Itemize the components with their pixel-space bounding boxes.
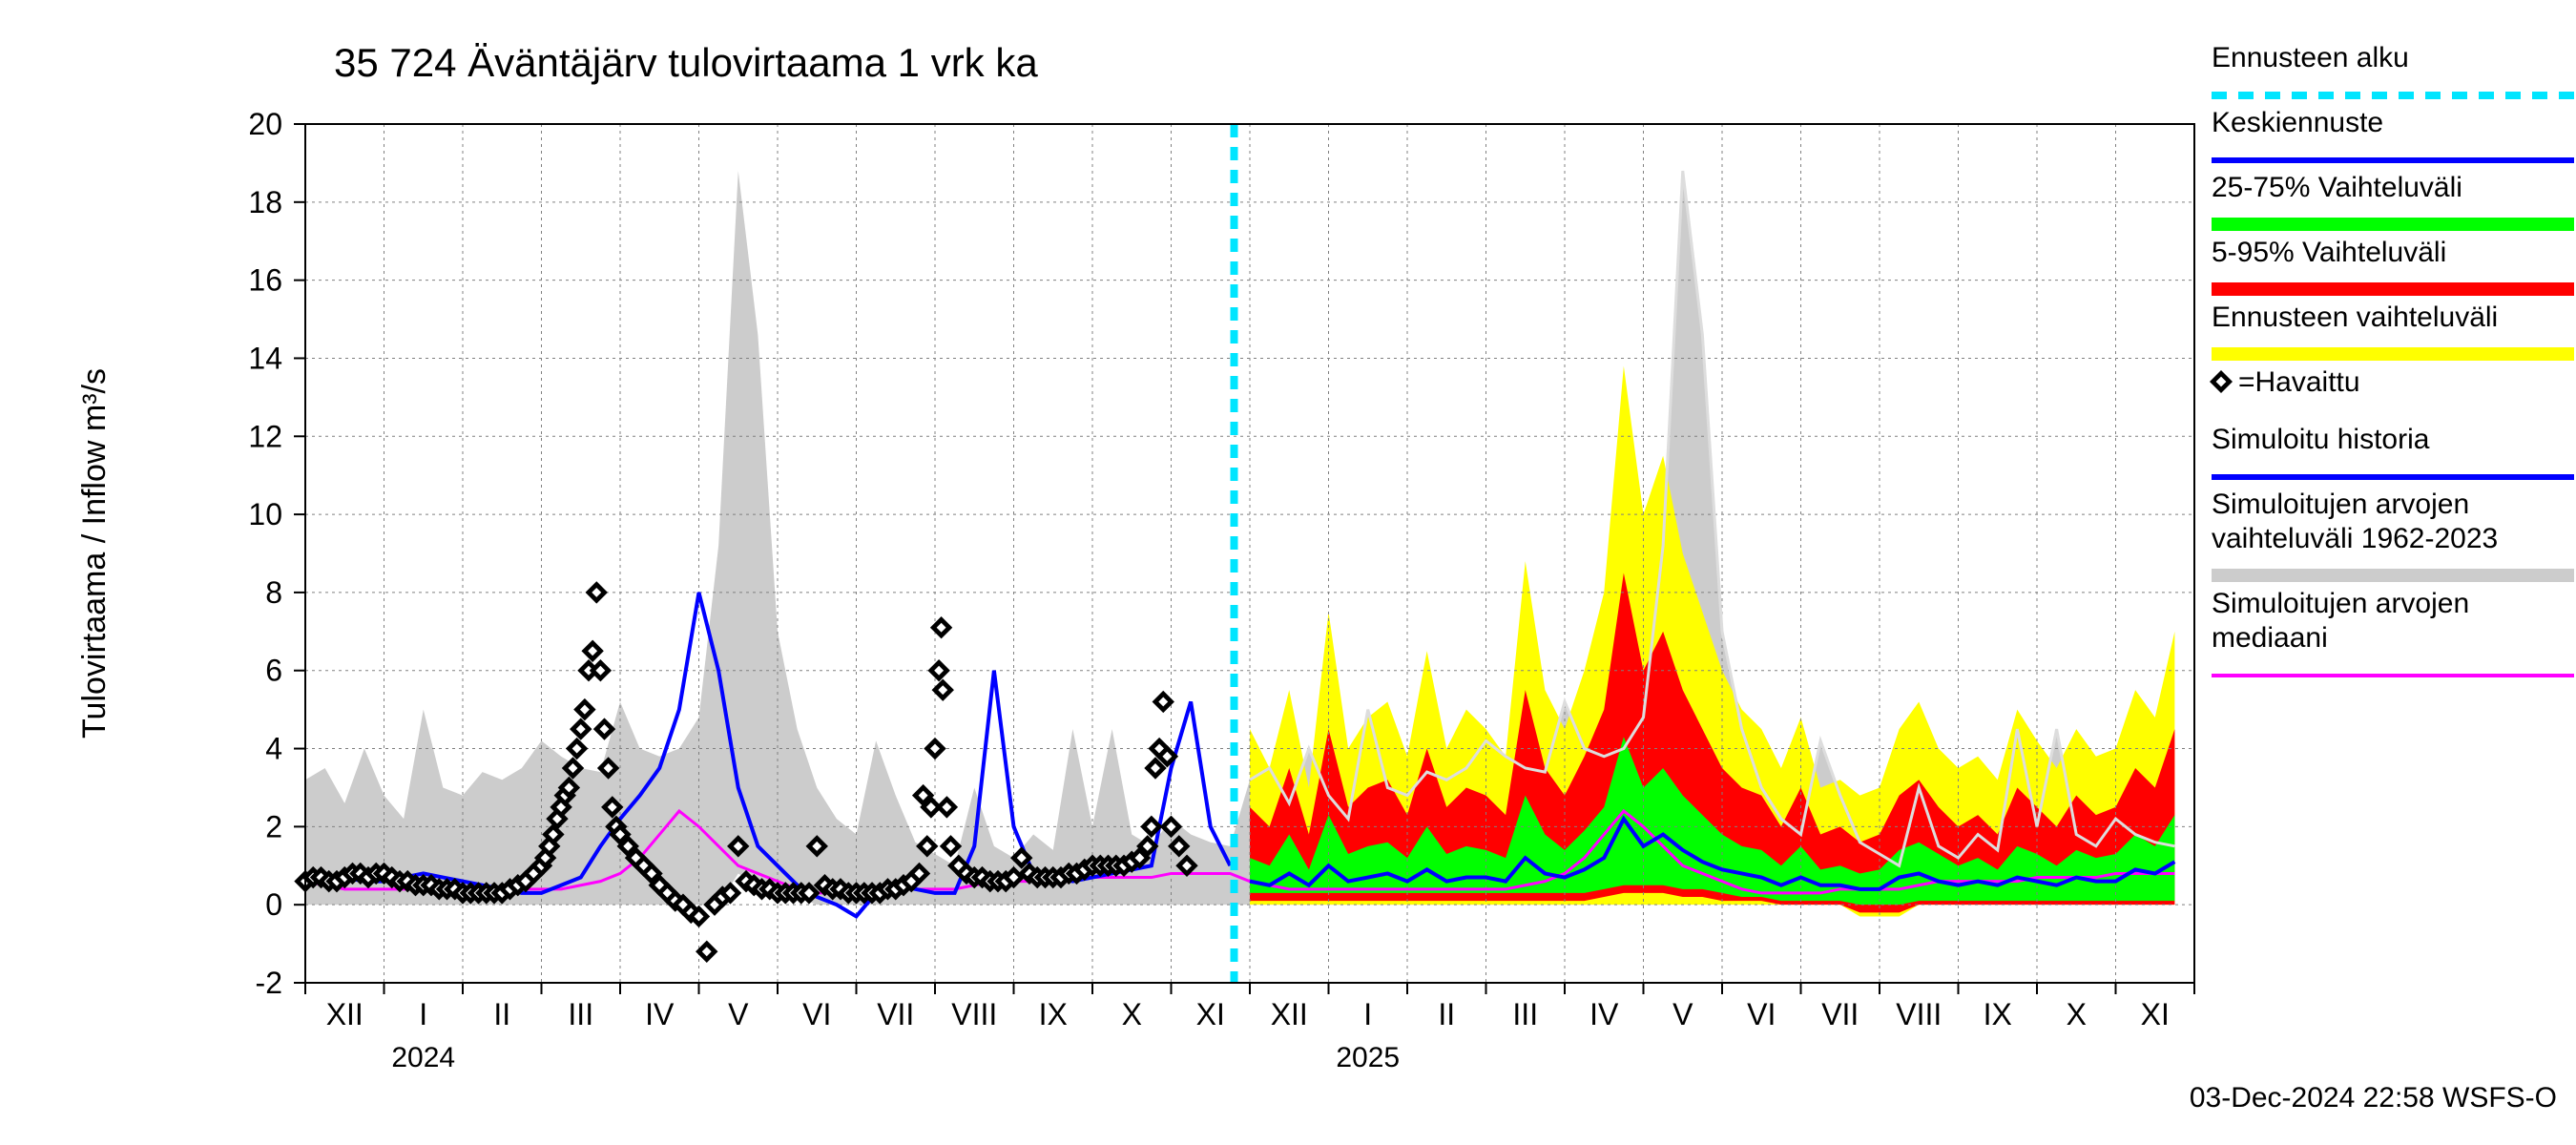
legend-label: vaihteluväli 1962-2023 [2212,523,2498,554]
y-tick-label: 20 [248,107,282,141]
legend-label: Simuloitujen arvojen [2212,588,2469,619]
x-month-label: II [1438,997,1455,1031]
legend-swatch [2212,218,2574,231]
legend-label: 25-75% Vaihteluväli [2212,172,2462,203]
x-month-label: III [568,997,593,1031]
x-month-label: IX [1984,997,2012,1031]
x-month-label: VII [1821,997,1859,1031]
y-tick-label: 14 [248,341,282,375]
legend-label: Ennusteen vaihteluväli [2212,302,2498,333]
x-month-label: XI [2141,997,2170,1031]
x-month-label: IX [1039,997,1068,1031]
chart-container: -202468101214161820XIIIIIIIIIVVVIVIIVIII… [0,0,2576,1145]
y-tick-label: 8 [265,575,282,610]
x-month-label: VIII [951,997,997,1031]
x-month-label: XII [1271,997,1308,1031]
x-year-label: 2024 [391,1042,455,1073]
y-tick-label: 0 [265,887,282,922]
x-month-label: V [1672,997,1693,1031]
y-tick-label: 4 [265,732,282,766]
legend-label: 5-95% Vaihteluväli [2212,237,2446,268]
legend-label: Simuloitujen arvojen [2212,489,2469,520]
x-month-label: I [419,997,427,1031]
legend-label: Keskiennuste [2212,107,2383,138]
legend-label: =Havaittu [2238,366,2360,398]
y-tick-label: 12 [248,419,282,453]
legend-swatch [2212,282,2574,296]
y-tick-label: 18 [248,185,282,219]
legend-label: Simuloitu historia [2212,424,2430,455]
x-month-label: V [728,997,749,1031]
y-axis-label: Tulovirtaama / Inflow m³/s [76,368,113,739]
x-month-label: IV [1589,997,1619,1031]
x-month-label: VIII [1896,997,1942,1031]
y-tick-label: 10 [248,497,282,531]
x-month-label: VI [802,997,831,1031]
x-month-label: II [493,997,510,1031]
x-month-label: I [1363,997,1372,1031]
y-tick-label: 16 [248,263,282,298]
x-year-label: 2025 [1336,1042,1400,1073]
hydrograph-chart: -202468101214161820XIIIIIIIIIVVVIVIIVIII… [0,0,2576,1145]
y-tick-label: -2 [256,966,282,1000]
chart-title: 35 724 Äväntäjärv tulovirtaama 1 vrk ka [334,40,1038,85]
y-tick-label: 2 [265,809,282,843]
x-month-label: VII [877,997,914,1031]
x-month-label: III [1512,997,1538,1031]
legend-swatch [2212,569,2574,582]
footer-timestamp: 03-Dec-2024 22:58 WSFS-O [2190,1082,2557,1114]
x-month-label: XI [1196,997,1225,1031]
y-tick-label: 6 [265,654,282,688]
x-month-label: VI [1747,997,1776,1031]
x-month-label: XII [326,997,364,1031]
x-month-label: X [1122,997,1142,1031]
legend-label: Ennusteen alku [2212,42,2409,73]
legend-label: mediaani [2212,622,2328,654]
x-month-label: IV [645,997,675,1031]
x-month-label: X [2067,997,2087,1031]
legend-swatch [2212,347,2574,361]
